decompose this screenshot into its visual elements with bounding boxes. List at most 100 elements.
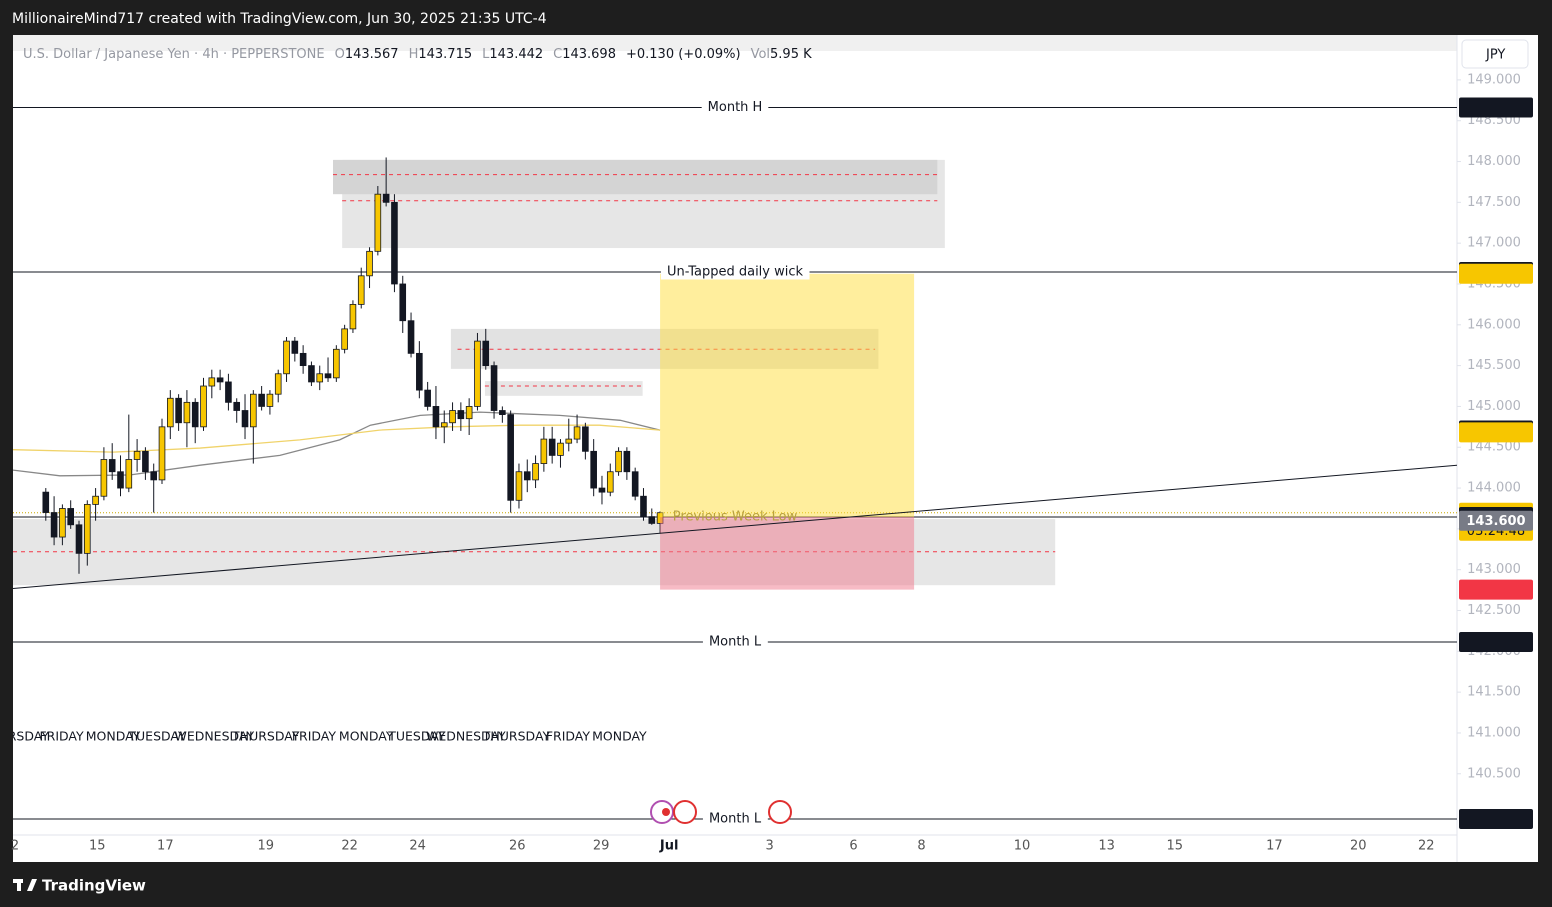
icon <box>768 800 792 824</box>
candle-body <box>374 193 382 252</box>
level-label-bg <box>660 264 810 280</box>
x-tick-label: 17 <box>157 839 174 854</box>
x-tick-label: 22 <box>1418 839 1435 854</box>
icon <box>673 800 697 824</box>
y-tick-label: 141.500 <box>1467 685 1521 700</box>
candle-body <box>382 193 390 203</box>
legend-item: +0.130 (+0.09%) <box>626 47 741 62</box>
x-tick-label: 8 <box>917 839 925 854</box>
candle-body <box>216 377 224 383</box>
x-tick-label: 15 <box>89 839 106 854</box>
candle-body <box>133 450 141 460</box>
legend: U.S. Dollar / Japanese Yen · 4h · PEPPER… <box>23 47 812 62</box>
candle-body <box>175 397 182 424</box>
candle-body <box>532 463 539 481</box>
level-label: Un-Tapped daily wick <box>667 264 804 279</box>
price-badge <box>1459 809 1533 829</box>
candle-body <box>366 250 373 277</box>
candle-body <box>341 328 348 350</box>
x-tick-label: 10 <box>1014 839 1031 854</box>
candle-body <box>598 487 606 493</box>
candle-body <box>100 459 108 497</box>
candle-body <box>183 401 191 424</box>
axes: 149.000148.500148.000147.500147.000146.5… <box>11 72 1533 854</box>
candle-body <box>432 406 440 428</box>
candle-body <box>515 471 523 501</box>
x-tick-label: 6 <box>849 839 857 854</box>
stop-zone <box>660 516 915 590</box>
trendline <box>13 464 1457 589</box>
plot: Month H Un-Tapped daily wick Previous Week… <box>13 99 1457 827</box>
candle-body <box>333 348 340 379</box>
day-label: FRIDAY <box>546 729 591 744</box>
candle-body <box>75 524 83 554</box>
candle-body <box>308 365 315 383</box>
price-badge <box>1459 97 1533 118</box>
day-label: MONDAY <box>339 729 394 744</box>
y-tick-label: 144.500 <box>1467 440 1521 455</box>
candle-body <box>125 459 133 489</box>
x-tick-label: 19 <box>257 839 274 854</box>
candle-body <box>208 377 216 387</box>
candle-body <box>233 401 241 411</box>
day-label: TUESDAY <box>387 729 446 744</box>
level-label: Month H <box>708 100 763 115</box>
candle-body <box>557 442 564 456</box>
x-tick-label: Jul <box>659 839 679 854</box>
candle-body <box>83 503 91 554</box>
y-tick-label: 144.000 <box>1467 481 1521 496</box>
target-zone <box>660 273 915 517</box>
candle-body <box>440 422 448 428</box>
header: MillionaireMind717 created with TradingV… <box>12 11 547 27</box>
candle-body <box>399 283 407 322</box>
candle-body <box>117 471 124 489</box>
y-tick-label: 145.500 <box>1467 358 1521 373</box>
currency-box[interactable] <box>1461 39 1529 69</box>
x-tick-label: 13 <box>1098 839 1115 854</box>
level-label: Month L <box>709 635 762 650</box>
y-tick-label: 147.000 <box>1467 236 1521 251</box>
candle-body <box>391 201 398 285</box>
x-tick-label: 2 <box>11 839 19 854</box>
legend-item: L <box>482 47 490 62</box>
legend-item: O <box>335 47 345 62</box>
legend-item: H <box>409 47 419 62</box>
candle-body <box>507 414 514 501</box>
candle-body <box>316 373 324 383</box>
legend-item: 143.698 <box>562 47 616 62</box>
icon <box>662 808 670 816</box>
candle-body <box>648 516 656 524</box>
zone <box>333 159 938 195</box>
logo-part <box>17 879 21 891</box>
candle-body <box>631 471 639 497</box>
candle-body <box>258 393 265 407</box>
candle-body <box>200 385 207 428</box>
candle-body <box>407 320 415 354</box>
zone <box>484 381 643 396</box>
event-icons <box>650 800 792 824</box>
level-label-bg <box>702 634 768 650</box>
price-badge <box>1459 510 1533 531</box>
day-label: MONDAY <box>86 729 141 744</box>
candle-body <box>573 426 581 440</box>
candle-body <box>640 495 647 518</box>
candle-body <box>266 393 274 407</box>
day-label: THURSDAY <box>231 729 300 744</box>
y-tick-label: 145.000 <box>1467 399 1521 414</box>
candle-body <box>416 352 423 391</box>
candle-body <box>590 450 597 489</box>
legend-item: 5.95 K <box>770 47 812 62</box>
legend-item: 143.715 <box>418 47 472 62</box>
watermark: TradingView <box>42 877 146 895</box>
candle-body <box>108 459 116 473</box>
candle-body <box>59 508 66 538</box>
level-label: Previous Week Low <box>673 509 798 524</box>
legend-item: U.S. Dollar / Japanese Yen · 4h · PEPPER… <box>23 47 325 62</box>
currency: JPY <box>1485 48 1505 63</box>
level-label-bg <box>702 811 768 827</box>
day-label: MONDAY <box>592 729 647 744</box>
price-badge-label: 143.600 <box>1466 514 1525 529</box>
candle-body <box>474 340 481 407</box>
candle-body <box>283 340 290 375</box>
